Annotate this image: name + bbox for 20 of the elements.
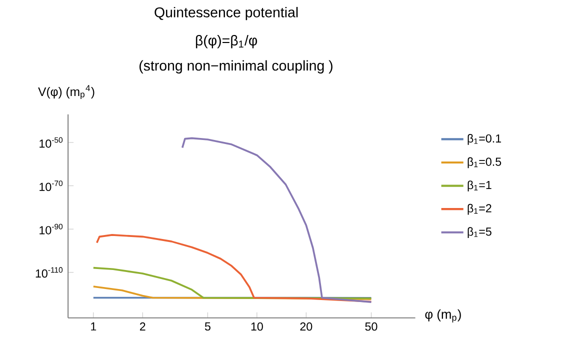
x-tick-label: 50: [365, 322, 378, 331]
x-tick-label: 10: [251, 322, 263, 331]
y-tick-label: 10$^{-70}$: [40, 180, 63, 191]
x-tick-label: 2: [140, 322, 146, 330]
legend-label: β$_{1}$=2: [468, 204, 492, 215]
chart-subtitle: β(φ)=β$_{1}$/φ: [196, 34, 258, 48]
x-axis-title: φ (m$_{p}$): [425, 309, 461, 322]
legend-label: β$_{1}$=5: [468, 227, 492, 238]
y-tick-label: 10$^{-50}$: [40, 137, 63, 148]
y-axis-title: V(φ) (m$_{p}$$^{4}$): [38, 85, 94, 99]
chart-title: Quintessence potential: [154, 6, 298, 20]
legend-label: β$_{1}$=0.5: [468, 157, 502, 168]
x-tick-label: 5: [204, 322, 210, 330]
text: (strong non−minimal coupling ): [140, 60, 332, 74]
y-tick-label: 10$^{-110}$: [36, 267, 63, 278]
x-tick-label: 20: [300, 322, 312, 331]
legend-label: β$_{1}$=0.1: [468, 134, 502, 145]
legend-label: β$_{1}$=1: [468, 180, 492, 192]
y-tick-label: 10$^{-90}$: [40, 224, 63, 234]
x-tick-label: 1: [91, 322, 96, 330]
